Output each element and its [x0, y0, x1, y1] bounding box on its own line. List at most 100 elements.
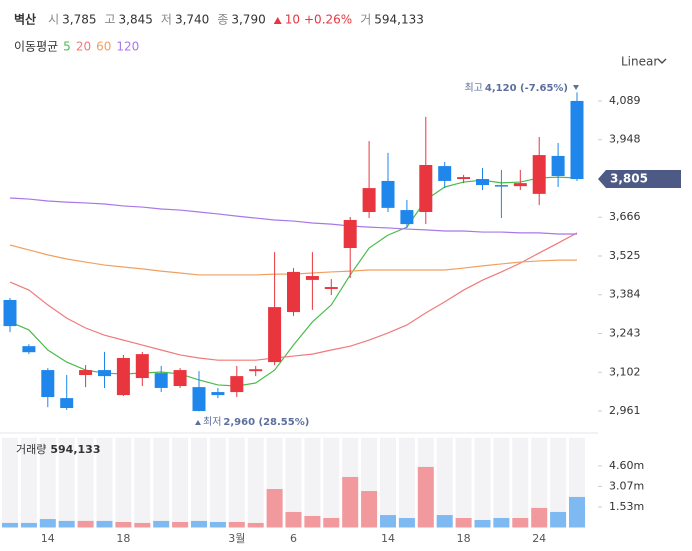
vol-tick-label: 4.60m	[609, 459, 644, 472]
volume-bar	[2, 522, 18, 528]
column-bg	[77, 437, 94, 528]
ma-title: 이동평균	[14, 40, 58, 54]
scale-mode[interactable]: Linear	[621, 55, 658, 69]
column-bg	[228, 437, 245, 528]
volume-bar	[20, 522, 37, 528]
field-value: 3,785	[62, 13, 96, 27]
y-tick-label: 3,948	[609, 133, 641, 146]
column-bg	[531, 437, 548, 528]
candle-body	[457, 177, 471, 180]
candle-body	[419, 164, 433, 213]
column-bg	[380, 437, 396, 528]
candle-body	[230, 376, 244, 393]
legend-entry: 60	[96, 40, 111, 54]
candle-body	[60, 398, 74, 409]
candle-body	[400, 210, 414, 225]
field-value: 3,790	[231, 13, 265, 27]
volume-bar	[550, 511, 567, 528]
dropdown-icon[interactable]	[657, 58, 667, 64]
vol-tick-label: 3.07m	[609, 479, 644, 492]
volume-bar	[455, 517, 472, 528]
candle-body	[551, 155, 565, 176]
y-tick-label: 3,243	[609, 327, 641, 340]
volume-bar	[96, 520, 113, 528]
volume-title: 거래량	[16, 443, 46, 456]
column-bg	[304, 437, 321, 528]
column-bg	[550, 437, 567, 528]
ma-line	[9, 197, 577, 235]
candle-body	[268, 307, 282, 363]
column-bg	[2, 437, 18, 528]
candle-body	[192, 387, 206, 412]
column-bg	[20, 437, 37, 528]
x-tick-label: 6	[290, 532, 297, 545]
column-bg	[474, 437, 491, 528]
volume-label: 거	[360, 13, 371, 27]
volume-bar	[436, 515, 453, 528]
candle-body	[362, 188, 376, 213]
volume-bar	[191, 520, 207, 528]
candle-body	[98, 370, 111, 377]
candle-body	[381, 180, 395, 208]
volume-bar	[285, 511, 302, 528]
candle-body	[154, 373, 168, 388]
candle-body	[116, 357, 130, 396]
y-tick-label: 3,666	[609, 210, 641, 223]
candle-body	[173, 370, 187, 387]
column-bg	[191, 437, 207, 528]
volume-bar	[39, 519, 56, 528]
current-price-marker	[598, 170, 681, 189]
x-tick-label: 18	[116, 532, 130, 545]
ma-line	[9, 232, 578, 361]
volume-bar	[266, 489, 283, 528]
candle-body	[438, 166, 452, 181]
candle-body	[22, 346, 36, 353]
column-bg	[39, 437, 56, 528]
low-note-text: 2,960 (28.55%)	[223, 417, 309, 428]
y-tick-label: 3,102	[609, 365, 641, 378]
candle-body	[249, 369, 263, 372]
legend-entry: 20	[76, 40, 91, 54]
volume-bar	[209, 522, 226, 528]
candle-body	[79, 370, 93, 376]
candle-body	[305, 276, 319, 280]
volume-bar	[417, 466, 434, 528]
high-note-text: 4,120 (-7.65%)	[485, 83, 568, 94]
y-tick-label: 3,525	[609, 249, 641, 262]
stock-name: 벽산	[14, 12, 36, 27]
volume-bar	[474, 519, 491, 528]
column-bg	[115, 437, 132, 528]
volume-bar	[361, 491, 378, 528]
candle-body	[41, 370, 55, 398]
candle-body	[135, 354, 149, 379]
candle-body	[570, 100, 584, 180]
field-value: 3,740	[175, 13, 209, 27]
column-bg	[285, 437, 302, 528]
column-bg	[134, 437, 151, 528]
field-label: 고	[105, 13, 116, 27]
column-bg	[493, 437, 510, 528]
candle-body	[324, 287, 338, 289]
high-note-label: 최고	[464, 82, 482, 94]
volume-bar	[398, 517, 415, 528]
column-bg	[323, 437, 340, 528]
x-tick-label: 14	[41, 532, 55, 545]
volume-bar	[134, 522, 151, 528]
volume-bar	[77, 520, 94, 528]
candle-body	[476, 179, 489, 186]
x-tick-label: 18	[457, 532, 471, 545]
volume-bar	[304, 515, 321, 528]
y-tick-label: 4,089	[609, 94, 641, 107]
volume-bar	[342, 476, 359, 528]
field-label: 시	[48, 13, 59, 27]
volume-bar	[172, 522, 189, 528]
x-tick-label: 3월	[228, 532, 245, 545]
candle-body	[287, 271, 300, 313]
high-note-arrow	[573, 85, 579, 90]
volume-bar	[512, 517, 529, 528]
field-value: 3,845	[119, 13, 153, 27]
change: 10	[285, 13, 300, 27]
legend-entry: 120	[116, 40, 139, 54]
volume-bar	[493, 517, 510, 528]
volume-bar	[247, 522, 264, 528]
